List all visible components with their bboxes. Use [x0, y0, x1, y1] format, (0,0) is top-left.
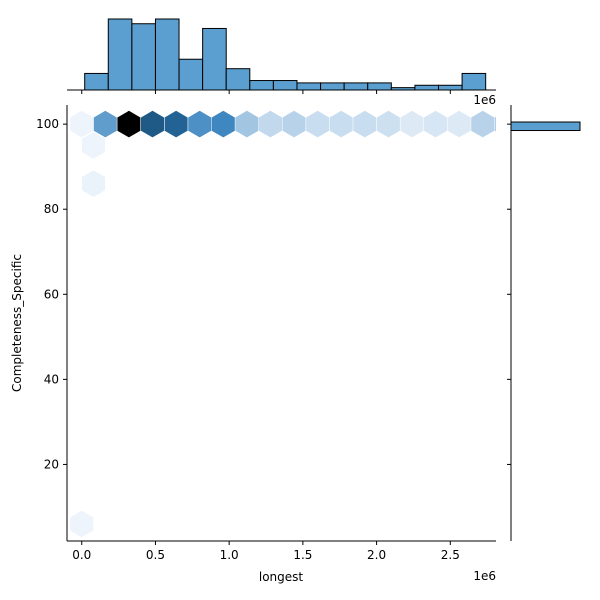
y-axis-label: Completeness_Specific — [10, 254, 24, 392]
hexbin-layer — [70, 110, 496, 538]
hexbin-cell — [329, 110, 353, 138]
x-tick-label: 2.5 — [441, 548, 460, 562]
x-tick-label: 0.5 — [146, 548, 165, 562]
x-marginal-ticks — [81, 90, 451, 94]
y-marginal-histogram — [510, 121, 581, 132]
y-marginal-ticks — [507, 123, 511, 465]
hexbin-cell — [117, 110, 141, 138]
x-marginal-bar — [461, 72, 487, 91]
x-marginal-bar — [343, 82, 369, 91]
hexbin-cell — [70, 510, 94, 538]
hexbin-cell — [400, 110, 424, 138]
x-tick-label: 2.0 — [367, 548, 386, 562]
hexbin-cell — [471, 110, 495, 138]
x-marginal-offset-label: 1e6 — [473, 93, 496, 107]
hexbin-cell — [82, 170, 106, 197]
x-marginal-bar — [178, 58, 204, 91]
hexbin-cell — [258, 110, 282, 138]
hexbin-cell — [424, 110, 448, 138]
x-axis-offset-label: 1e6 — [473, 569, 496, 583]
hexbin-cell — [211, 110, 235, 138]
hexbin-cell — [376, 110, 400, 138]
x-axis-label: longest — [259, 570, 304, 584]
x-marginal-bar — [367, 82, 392, 91]
hexbin-cell — [353, 110, 377, 138]
x-tick-label: 1.5 — [293, 548, 312, 562]
hexbin-cell — [141, 110, 164, 138]
x-tick-label: 1.0 — [220, 548, 239, 562]
hexbin-cell — [447, 110, 471, 138]
y-tick-label: 40 — [44, 372, 59, 386]
x-tick-label: 0.0 — [72, 548, 91, 562]
y-tick-label: 80 — [44, 202, 59, 216]
hexbin-cell — [235, 110, 259, 138]
x-marginal-bar — [84, 72, 109, 91]
hexbin-cell — [82, 132, 106, 159]
x-marginal-bar — [249, 80, 274, 91]
x-marginal-bar — [154, 18, 180, 91]
x-marginal-histogram — [84, 18, 487, 91]
x-axis-ticks: 0.0 0.5 1.0 1.5 2.0 2.5 — [72, 541, 460, 562]
hexbin-cell — [494, 116, 496, 132]
hexbin-cell — [164, 110, 188, 138]
y-marginal-bar — [510, 121, 581, 132]
x-marginal-bar — [414, 84, 440, 91]
hexbin-cell — [306, 110, 330, 138]
hexbin-cell — [93, 110, 117, 138]
x-marginal-bar — [272, 80, 298, 91]
hexbin-cell — [188, 110, 212, 138]
y-tick-label: 60 — [44, 287, 59, 301]
x-marginal-bar — [296, 82, 322, 91]
y-tick-label: 100 — [36, 117, 59, 131]
y-tick-label: 20 — [44, 457, 59, 471]
x-marginal-bar — [225, 68, 251, 91]
x-marginal-bar — [131, 23, 156, 91]
hexbin-cell — [282, 110, 306, 138]
x-marginal-bar — [438, 84, 463, 91]
x-marginal-bar — [320, 82, 345, 91]
hexbin-cell — [70, 110, 94, 138]
x-marginal-bar — [202, 27, 227, 91]
y-axis-ticks: 20 40 60 80 100 — [36, 117, 67, 471]
x-marginal-bar — [107, 18, 133, 91]
